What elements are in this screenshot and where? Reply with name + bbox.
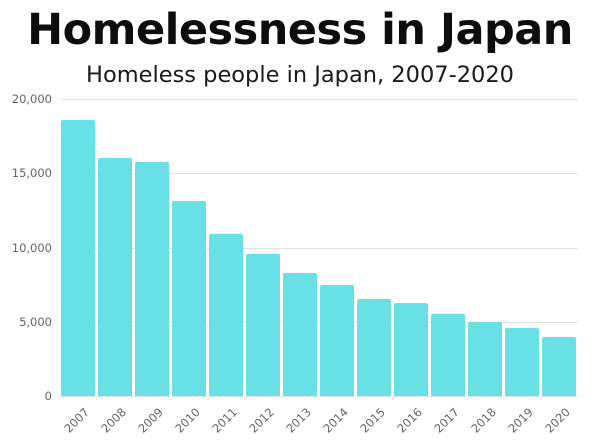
x-axis-tick-label: 2012	[246, 405, 277, 436]
y-axis-tick-label: 5,000	[19, 315, 52, 329]
y-axis-tick-label: 20,000	[11, 92, 52, 106]
y-axis-tick-label: 15,000	[11, 166, 52, 180]
x-axis-tick-label: 2017	[431, 405, 462, 436]
bar-2013[interactable]	[283, 273, 317, 396]
bar-2020[interactable]	[542, 337, 576, 396]
bar-2015[interactable]	[357, 299, 391, 396]
x-axis-tick-label: 2014	[320, 405, 351, 436]
x-axis-tick-label: 2020	[542, 405, 573, 436]
bar-2010[interactable]	[172, 201, 206, 396]
x-axis-tick-label: 2011	[209, 405, 240, 436]
x-axis-tick-label: 2016	[394, 405, 425, 436]
y-axis-tick-label: 0	[44, 389, 52, 403]
gridline	[61, 173, 578, 174]
x-axis-tick-label: 2018	[468, 405, 499, 436]
bar-2007[interactable]	[61, 120, 95, 396]
x-axis-tick-label: 2007	[61, 405, 92, 436]
bar-2012[interactable]	[246, 254, 280, 396]
bar-2018[interactable]	[468, 322, 502, 396]
chart-title: Homelessness in Japan	[27, 5, 573, 55]
y-axis-tick-label: 10,000	[11, 241, 52, 255]
gridline	[61, 248, 578, 249]
bar-2008[interactable]	[98, 158, 132, 396]
bar-2014[interactable]	[320, 285, 354, 396]
bar-2011[interactable]	[209, 234, 243, 396]
x-axis-tick-label: 2008	[98, 405, 129, 436]
x-axis-tick-label: 2019	[505, 405, 536, 436]
x-axis-tick-label: 2009	[135, 405, 166, 436]
bar-2016[interactable]	[394, 303, 428, 396]
bar-2017[interactable]	[431, 314, 465, 396]
bar-2019[interactable]	[505, 328, 539, 396]
gridline	[61, 396, 578, 397]
x-axis-tick-label: 2013	[283, 405, 314, 436]
bar-2009[interactable]	[135, 162, 169, 396]
gridline	[61, 99, 578, 100]
chart-subtitle: Homeless people in Japan, 2007-2020	[86, 62, 514, 88]
x-axis-tick-label: 2010	[172, 405, 203, 436]
gridline	[61, 322, 578, 323]
x-axis-tick-label: 2015	[357, 405, 388, 436]
